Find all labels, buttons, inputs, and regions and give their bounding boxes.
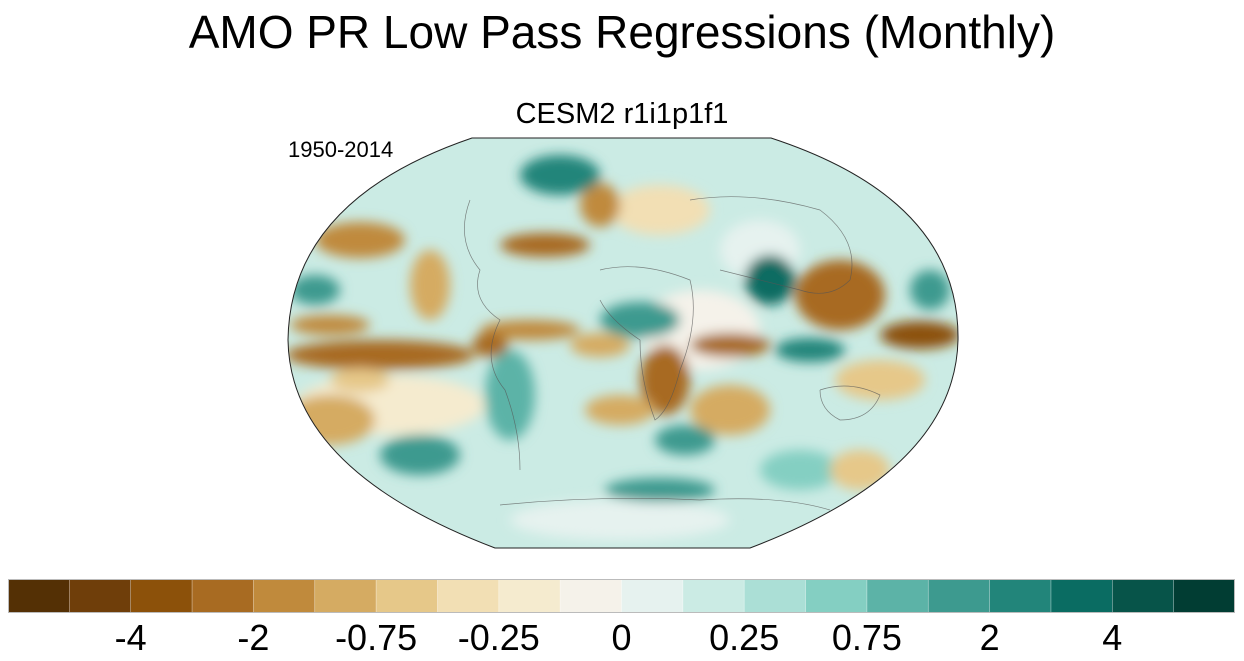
colorbar-swatch — [437, 579, 500, 613]
colorbar-swatch — [192, 579, 254, 613]
colorbar-swatches — [8, 579, 1236, 613]
colorbar-tick-label: -0.75 — [335, 617, 418, 658]
colorbar-tick-label: 0 — [611, 617, 632, 658]
colorbar-swatch — [130, 579, 193, 613]
colorbar-tick-label: 4 — [1102, 617, 1123, 658]
colorbar-tick-label: 2 — [979, 617, 1000, 658]
colorbar-tick-label: 0.25 — [709, 617, 780, 658]
map-boundary — [287, 137, 959, 549]
colorbar-swatch — [805, 579, 868, 613]
colorbar-swatch — [1112, 579, 1174, 613]
colorbar-tick-label: -4 — [114, 617, 147, 658]
colorbar-swatch — [376, 579, 438, 613]
colorbar-tick-label: -2 — [237, 617, 270, 658]
colorbar-tick-label: 0.75 — [831, 617, 902, 658]
colorbar-swatch — [1173, 579, 1236, 613]
panel-subtitle: CESM2 r1i1p1f1 — [515, 98, 729, 130]
colorbar-swatch — [69, 579, 131, 613]
precipitation-regression-field — [288, 138, 959, 548]
colorbar-swatch — [314, 579, 377, 613]
colorbar-swatch — [744, 579, 806, 613]
figure-title: AMO PR Low Pass Regressions (Monthly) — [188, 6, 1056, 58]
colorbar-swatch — [1050, 579, 1113, 613]
colorbar-swatch — [682, 579, 745, 613]
colorbar-swatch — [989, 579, 1052, 613]
colorbar-swatch — [560, 579, 622, 613]
colorbar-swatch — [8, 579, 70, 613]
colorbar-swatch — [866, 579, 929, 613]
colorbar — [8, 579, 1236, 613]
colorbar-swatch — [621, 579, 684, 613]
colorbar-swatch — [928, 579, 990, 613]
colorbar-tick-label: -0.25 — [457, 617, 540, 658]
time-period-label: 1950-2014 — [288, 137, 394, 162]
colorbar-swatch — [498, 579, 561, 613]
colorbar-swatch — [253, 579, 316, 613]
